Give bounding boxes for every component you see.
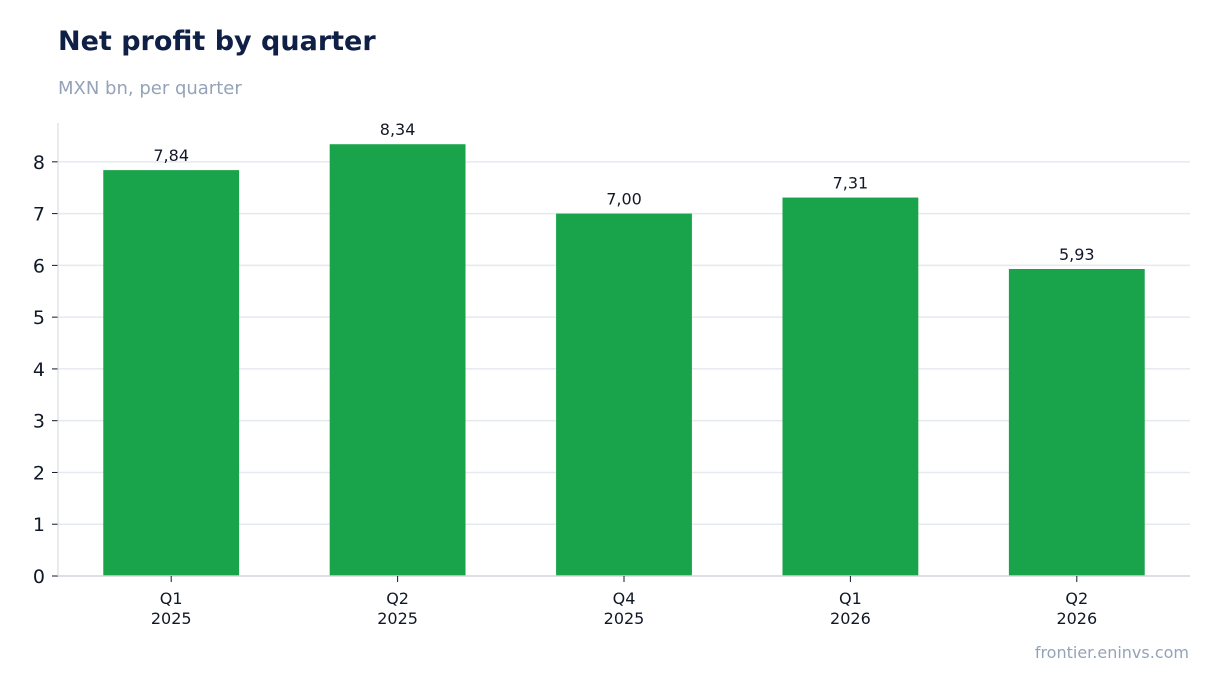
x-tick-label: Q2	[1065, 589, 1088, 608]
bar	[1008, 268, 1145, 576]
y-tick-label: 5	[33, 307, 45, 329]
chart-title: Net profit by quarter	[58, 26, 376, 57]
y-tick-label: 0	[33, 566, 45, 588]
x-tick-label: 2025	[151, 609, 192, 628]
y-tick-label: 4	[33, 359, 45, 381]
bar	[556, 213, 692, 576]
y-tick-label: 7	[33, 204, 45, 226]
y-tick-label: 2	[33, 462, 45, 484]
data-label: 8,34	[380, 120, 416, 139]
bar	[329, 144, 466, 576]
y-tick-label: 3	[33, 411, 45, 433]
bar	[103, 170, 240, 576]
x-tick-label: Q1	[160, 589, 183, 608]
data-label: 7,00	[606, 190, 642, 209]
bar	[782, 197, 919, 577]
y-tick-label: 8	[33, 152, 45, 174]
chart-subtitle: MXN bn, per quarter	[58, 78, 242, 99]
x-tick-label: 2026	[1056, 609, 1097, 628]
x-tick-label: Q2	[386, 589, 409, 608]
source-label: frontier.eninvs.com	[1034, 643, 1189, 662]
data-label: 7,31	[833, 174, 869, 193]
y-tick-label: 1	[33, 514, 45, 536]
data-label: 5,93	[1059, 245, 1095, 264]
data-label: 7,84	[153, 146, 189, 165]
bar-layer: 7,84 8,34 7,00 7,31 5,93	[103, 120, 1145, 577]
x-tick-label: 2025	[377, 609, 418, 628]
x-tick-label: Q1	[839, 589, 862, 608]
x-tick-label: 2026	[830, 609, 871, 628]
y-tick-label: 6	[33, 255, 45, 277]
x-tick-label: Q4	[613, 589, 636, 608]
x-tick-label: 2025	[604, 609, 645, 628]
